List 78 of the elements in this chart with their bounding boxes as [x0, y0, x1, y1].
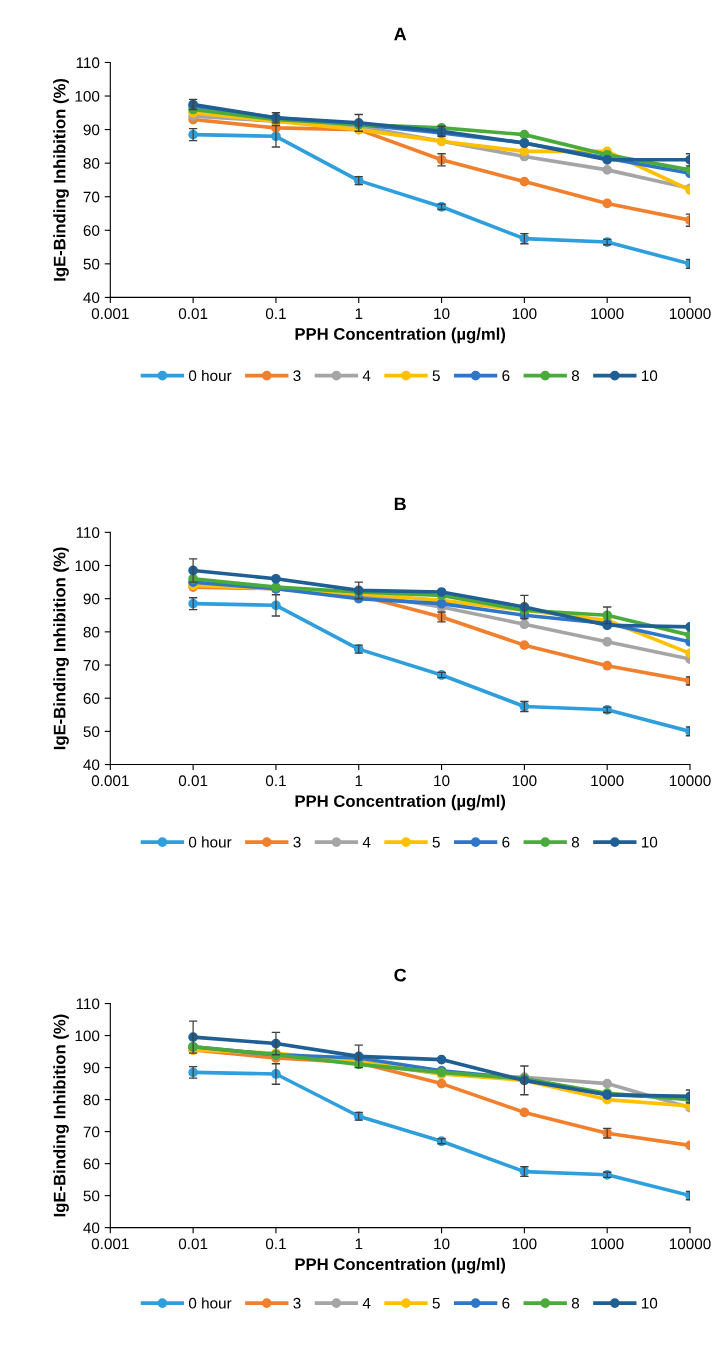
- y-tick-label: 110: [76, 527, 100, 539]
- y-tick-label: 40: [83, 292, 100, 304]
- x-axis-title: PPH Concentration (µg/ml): [295, 794, 506, 811]
- x-tick-label: 10: [434, 775, 450, 787]
- x-tick-label: 10: [434, 1238, 450, 1250]
- legend-label: 10: [641, 1297, 658, 1309]
- y-tick-label: 90: [83, 124, 100, 136]
- legend-label: 6: [502, 836, 510, 848]
- y-axis-title: IgE-Binding Inhibition (%): [53, 78, 69, 281]
- x-tick-label: 1000: [591, 308, 624, 320]
- legend-label: 8: [571, 370, 580, 382]
- legend-label: 4: [362, 370, 371, 381]
- x-tick-label: 0.001: [91, 308, 129, 320]
- y-tick-label: 60: [83, 1158, 100, 1170]
- legend-label: 5: [432, 836, 440, 848]
- y-tick-label: 90: [83, 1062, 100, 1074]
- y-tick-label: 80: [83, 626, 100, 638]
- legend-label: 5: [432, 1297, 440, 1309]
- y-tick-label: 60: [83, 693, 100, 704]
- chart-title: A: [394, 27, 407, 41]
- legend-label: 4: [362, 836, 371, 848]
- legend-label: 6: [502, 370, 510, 382]
- legend-label: 10: [641, 370, 658, 382]
- x-tick-label: 0.01: [178, 1238, 208, 1250]
- x-axis-title: PPH Concentration (µg/ml): [295, 1257, 506, 1274]
- y-tick-label: 70: [83, 191, 100, 203]
- legend-label: 3: [293, 1297, 301, 1309]
- x-tick-label: 100: [512, 1238, 537, 1250]
- y-tick-label: 70: [83, 659, 100, 671]
- y-tick-label: 40: [83, 1222, 100, 1234]
- y-tick-label: 40: [83, 759, 100, 771]
- y-tick-label: 80: [83, 158, 100, 169]
- x-tick-label: 0.01: [178, 775, 208, 787]
- x-tick-label: 0.001: [91, 775, 129, 787]
- legend-label: 3: [293, 370, 301, 382]
- legend-label: 8: [571, 1297, 580, 1309]
- chart-title: C: [394, 968, 407, 982]
- y-axis-title: IgE-Binding Inhibition (%): [53, 547, 69, 750]
- y-tick-label: 50: [83, 726, 100, 738]
- y-tick-label: 80: [83, 1094, 100, 1106]
- legend-label: 4: [362, 1297, 371, 1309]
- x-tick-label: 0.1: [265, 308, 286, 320]
- x-tick-label: 1: [355, 1238, 363, 1250]
- y-tick-label: 60: [83, 225, 100, 236]
- legend-label: 3: [293, 836, 301, 848]
- y-tick-label: 90: [83, 593, 100, 605]
- y-tick-label: 110: [76, 998, 100, 1010]
- y-axis-title: IgE-Binding Inhibition (%): [53, 1014, 69, 1217]
- x-tick-label: 0.01: [178, 308, 208, 320]
- x-tick-label: 100: [512, 775, 537, 787]
- x-tick-label: 10000: [669, 775, 711, 787]
- legend-label: 0 hour: [188, 369, 232, 382]
- legend-label: 8: [571, 836, 580, 848]
- y-tick-label: 50: [83, 258, 100, 270]
- legend-label: 10: [641, 836, 658, 848]
- y-tick-label: 100: [75, 1030, 100, 1042]
- legend-label: 0 hour: [188, 1297, 232, 1309]
- x-tick-label: 1000: [591, 1238, 624, 1250]
- x-tick-label: 10: [434, 308, 450, 320]
- y-tick-label: 110: [76, 57, 100, 69]
- legend-label: 5: [432, 370, 440, 382]
- x-tick-label: 0.001: [91, 1238, 129, 1250]
- x-tick-label: 1: [355, 308, 363, 319]
- x-tick-label: 0.1: [265, 775, 286, 787]
- y-tick-label: 100: [75, 90, 100, 102]
- y-tick-label: 50: [83, 1190, 100, 1202]
- x-tick-label: 10000: [669, 1238, 711, 1250]
- legend-label: 0 hour: [188, 836, 232, 848]
- x-tick-label: 100: [512, 308, 537, 320]
- y-tick-label: 70: [83, 1126, 100, 1138]
- x-tick-label: 1000: [591, 775, 624, 787]
- legend-label: 6: [502, 1297, 510, 1309]
- x-tick-label: 10000: [669, 308, 711, 320]
- y-tick-label: 100: [75, 560, 100, 572]
- x-tick-label: 0.1: [265, 1238, 286, 1250]
- chart-title: B: [394, 497, 406, 511]
- x-tick-label: 1: [355, 775, 363, 787]
- x-axis-title: PPH Concentration (µg/ml): [295, 327, 506, 344]
